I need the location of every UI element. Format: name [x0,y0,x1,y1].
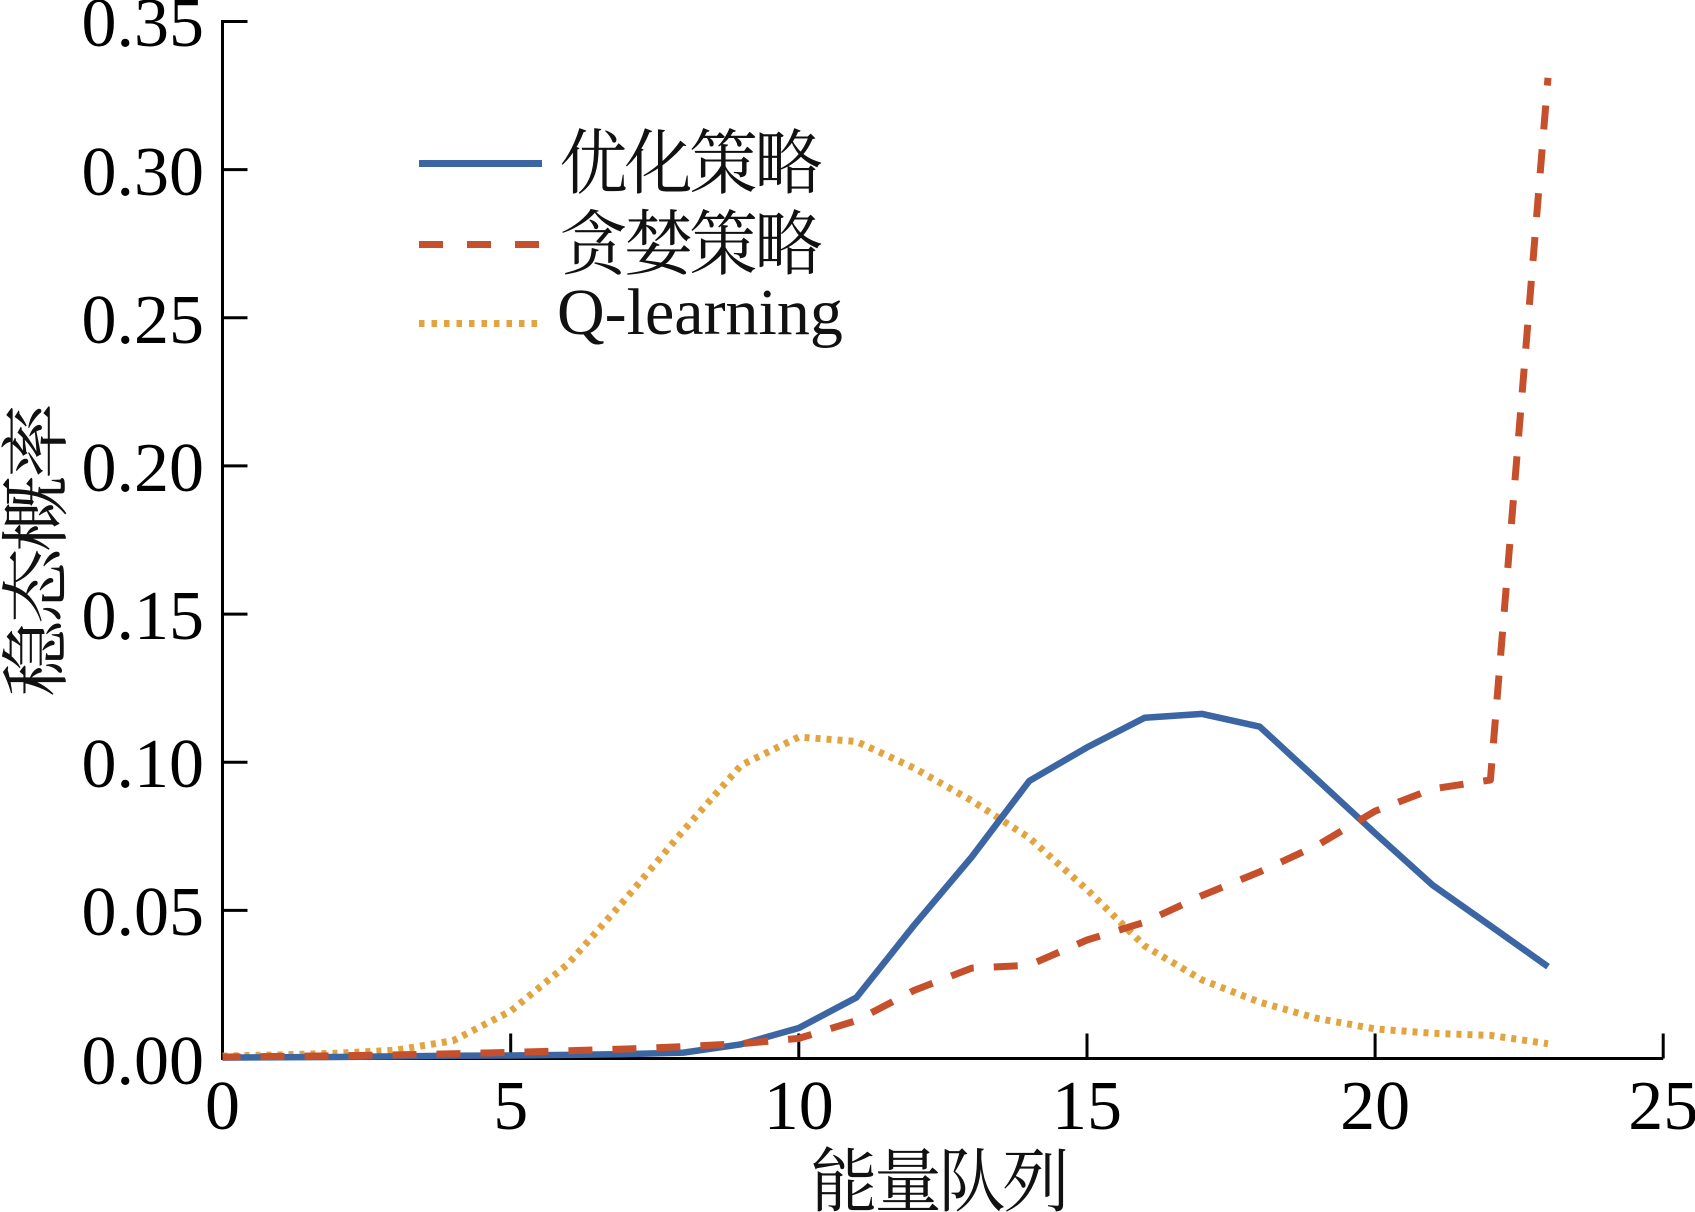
svg-text:25: 25 [1628,1068,1695,1145]
svg-text:0.00: 0.00 [82,1023,205,1100]
svg-text:0.15: 0.15 [82,578,205,655]
svg-text:15: 15 [1052,1068,1122,1145]
svg-text:0: 0 [205,1068,240,1145]
svg-text:0.20: 0.20 [82,430,205,507]
svg-text:5: 5 [493,1068,528,1145]
svg-text:0.05: 0.05 [82,874,205,951]
svg-text:10: 10 [764,1068,834,1145]
svg-text:0.10: 0.10 [82,726,205,803]
svg-text:0.35: 0.35 [82,0,205,62]
svg-text:0.30: 0.30 [82,134,205,211]
svg-text:20: 20 [1340,1068,1410,1145]
svg-text:0.25: 0.25 [82,282,205,359]
svg-text:Q-learning: Q-learning [557,276,843,349]
